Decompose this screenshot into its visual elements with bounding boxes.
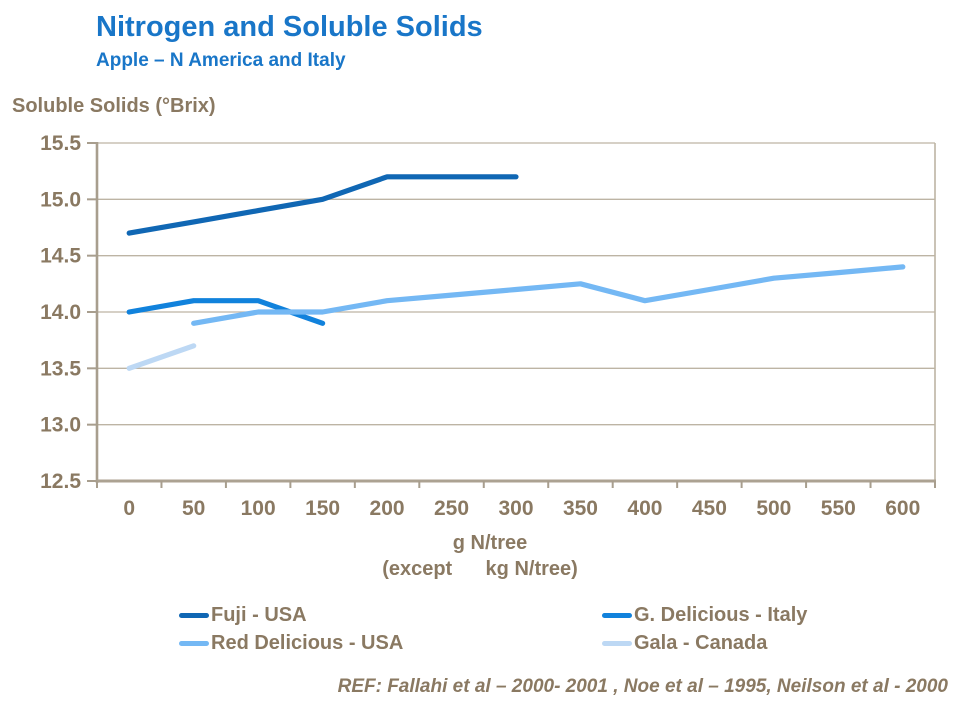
x-tick-label: 0 (123, 497, 135, 520)
legend-swatch (602, 640, 632, 646)
y-tick-label: 14.5 (40, 245, 81, 268)
x-tick-label: 500 (756, 497, 791, 520)
reference-text: REF: Fallahi et al – 2000- 2001 , Noe et… (337, 676, 948, 697)
x-tick-label: 300 (498, 497, 533, 520)
legend-item-red-delicious-usa: Red Delicious - USA (179, 630, 403, 656)
y-axis-title: Soluble Solids (°Brix) (12, 95, 216, 117)
x-tick-label: 550 (821, 497, 856, 520)
legend-label: Red Delicious - USA (211, 631, 404, 654)
legend-item-fuji-usa: Fuji - USA (179, 602, 307, 628)
legend-label: Fuji - USA (211, 603, 307, 626)
y-tick-label: 13.0 (40, 414, 81, 437)
x-tick-label: 400 (627, 497, 662, 520)
y-tick-label: 12.5 (40, 470, 81, 493)
y-tick-label: 14.0 (40, 301, 81, 324)
series-line-gala-canada (126, 343, 197, 371)
legend-label: G. Delicious - Italy (634, 603, 808, 626)
legend-swatch (179, 612, 209, 618)
x-axis-title-line2: (except kg N/tree) (382, 558, 578, 580)
x-tick-label: 150 (305, 497, 340, 520)
y-tick-label: 13.5 (40, 357, 81, 380)
x-tick-label: 450 (692, 497, 727, 520)
x-tick-label: 100 (241, 497, 276, 520)
x-tick-label: 600 (885, 497, 920, 520)
legend-item-gala-canada: Gala - Canada (602, 630, 767, 656)
x-tick-label: 50 (182, 497, 205, 520)
legend-label: Gala - Canada (634, 631, 768, 654)
legend-swatch (179, 640, 209, 646)
legend-swatch (602, 612, 632, 618)
page-title: Nitrogen and Soluble Solids (96, 11, 483, 43)
series-line-red-delicious-usa (191, 264, 906, 326)
y-tick-label: 15.0 (40, 188, 81, 211)
page-subtitle: Apple – N America and Italy (96, 50, 346, 71)
x-tick-label: 200 (370, 497, 405, 520)
legend-item-g-delicious-italy: G. Delicious - Italy (602, 602, 807, 628)
x-axis-title-line1: g N/tree (452, 532, 528, 554)
y-tick-label: 15.5 (40, 132, 81, 155)
series-line-fuji-usa (126, 174, 519, 236)
x-tick-label: 250 (434, 497, 469, 520)
x-tick-label: 350 (563, 497, 598, 520)
